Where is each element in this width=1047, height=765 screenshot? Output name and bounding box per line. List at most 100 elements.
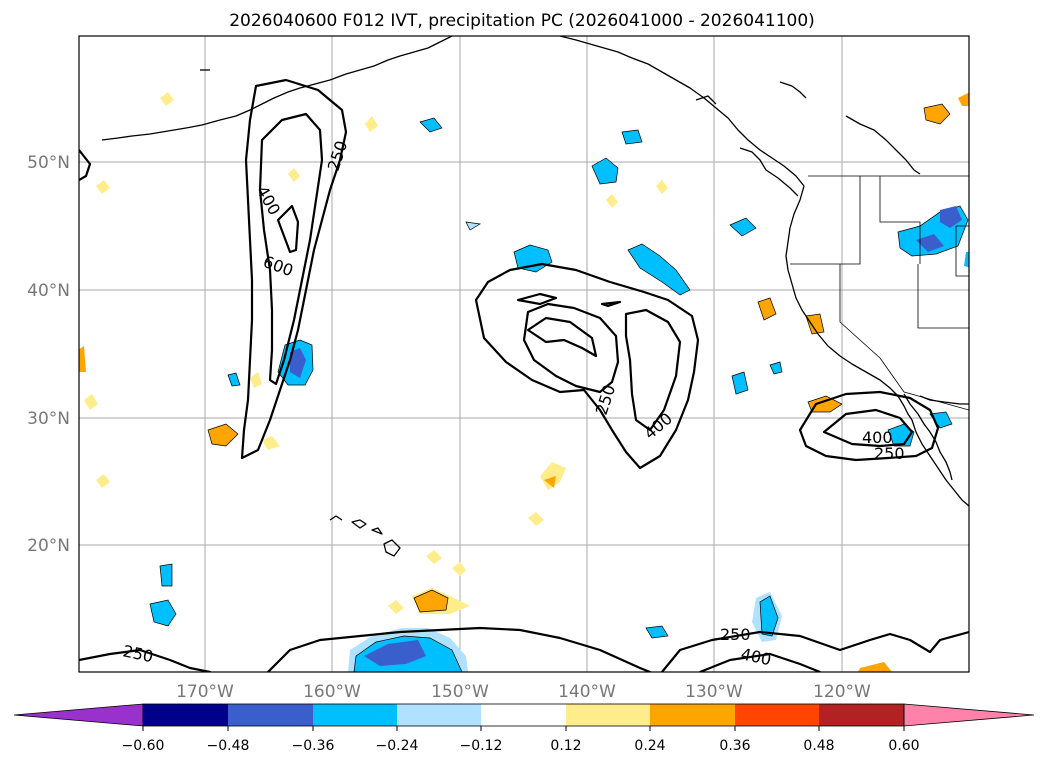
pc-patch [388,600,404,614]
pc-patch [606,194,618,208]
colorbar-tick-label: 0.12 [550,738,581,754]
state-border [790,176,861,265]
pc-patch [731,371,749,395]
graticule [79,36,969,672]
pc-patch [805,313,825,335]
colorbar: −0.60 −0.48 −0.36 −0.24 −0.12 0.12 0.24 … [13,703,1035,754]
pc-patch [465,221,482,231]
lon-label-120w: 120°W [813,682,871,702]
colorbar-tick-label: −0.60 [122,738,165,754]
pc-patch [757,297,777,321]
pc-patch [364,640,426,666]
colorbar-swatch [397,704,481,726]
political-borders [790,175,969,411]
pc-patch [940,206,962,228]
pc-patch [149,599,177,627]
pc-patch [413,589,449,613]
ivt-contour-small [516,292,558,306]
hawaii-big-island [383,539,401,557]
ivt-contour-250-south [660,630,969,672]
ivt-contours [79,78,969,672]
pc-patch [227,372,241,387]
state-border [955,225,969,277]
colorbar-tick-labels: −0.60 −0.48 −0.36 −0.24 −0.12 0.12 0.24 … [122,738,920,754]
pc-patch [290,348,306,378]
colorbar-swatch [819,704,904,726]
ivt-contour-400 [624,308,682,432]
pc-patch [656,180,668,194]
lat-label-50n: 50°N [27,153,70,173]
vancouver-island [739,147,799,197]
pc-patch [365,116,378,132]
ivt-contour-250 [798,390,940,462]
state-border [917,264,969,329]
colorbar-swatch [143,704,228,726]
pc-patch [544,476,556,488]
pc-patch [916,234,944,252]
island [695,95,717,105]
pc-patch [426,550,442,564]
ivt-contour-250 [474,262,700,470]
colorbar-swatch [228,704,313,726]
colorbar-tick-label: −0.12 [460,738,503,754]
ivt-contour-400-south [698,652,822,672]
ivt-contour-250 [240,78,348,460]
pc-patch [958,92,969,106]
pc-patch [419,117,443,133]
colorbar-tick-label: 0.60 [888,738,919,754]
colorbar-frame [142,703,905,727]
ivt-contour-400 [522,302,620,394]
map-frame [78,35,970,673]
pc-patch [79,346,86,372]
colorbar-tick-label: 0.36 [719,738,750,754]
hawaii-maui [371,527,383,535]
state-border [879,176,921,264]
pc-patch [159,563,173,587]
ivt-contour-400 [822,408,914,448]
canada-border-north [845,115,921,175]
ivt-contour-400 [258,112,324,386]
colorbar-swatch [735,704,819,726]
ivt-contour-edge [79,148,92,182]
pc-patch [729,217,757,237]
colorbar-swatch [481,704,566,726]
pc-patch [769,361,783,375]
ivt-contour-600 [276,204,300,254]
coastlines [101,36,969,557]
bc-coast [559,36,805,187]
lon-label-130w: 130°W [685,682,743,702]
ivt-contour-small [600,300,622,308]
us-mexico-border [903,391,969,411]
ivt-contour-600 [526,316,598,358]
pc-patch [591,157,619,185]
pc-patch [528,512,544,526]
pc-patch [627,243,691,296]
pc-patch [923,103,951,125]
colorbar-tick-label: −0.36 [292,738,335,754]
island [779,81,807,99]
baja-coast [903,393,953,481]
pc-patch [858,662,892,672]
pc-patch [207,423,239,447]
colorbar-extend-low [13,703,144,727]
hawaii-oahu [351,519,367,529]
pc-patch [964,252,969,268]
map-background [79,36,969,672]
lon-label-160w: 160°W [303,682,361,702]
colorbar-tick-label: 0.48 [803,738,834,754]
map-title: 2026040600 F012 IVT, precipitation PC (2… [229,11,815,31]
colorbar-tick-label: −0.24 [376,738,419,754]
lat-label-20n: 20°N [27,536,70,556]
ivt-contour-250-south [266,626,652,672]
colorbar-swatch [650,704,735,726]
pc-patch [160,92,174,106]
alaska-coast [101,36,453,141]
latitude-labels: 50°N 40°N 30°N 20°N [27,153,70,556]
pc-patch [621,129,643,145]
pc-patch [96,180,110,194]
colorbar-tick-label: −0.48 [207,738,250,754]
pc-patch [96,474,110,488]
lat-label-40n: 40°N [27,281,70,301]
colorbar-extend-high [903,703,1035,727]
